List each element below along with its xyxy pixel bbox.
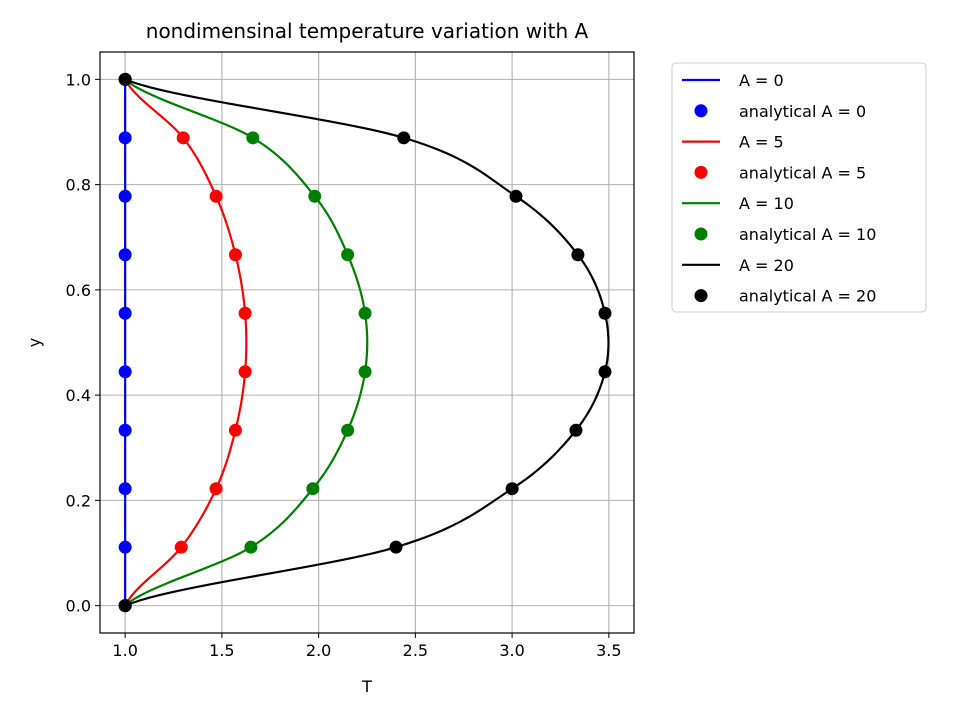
analytical-point-A10: [244, 540, 258, 554]
analytical-point-A10: [306, 482, 320, 496]
analytical-point-A5: [174, 540, 188, 554]
analytical-point-A20: [505, 482, 519, 496]
analytical-point-A5: [209, 482, 223, 496]
y-axis-ticks: 0.0 0.2 0.4 0.6 0.8 1.0: [66, 70, 100, 616]
legend-marker-swatch: [694, 165, 708, 179]
analytical-point-A10: [246, 131, 260, 145]
chart-title: nondimensinal temperature variation with…: [146, 19, 589, 43]
analytical-point-A5: [238, 365, 252, 379]
analytical-point-A5: [228, 248, 242, 262]
analytical-point-A0: [118, 482, 132, 496]
y-tick-label: 0.4: [66, 386, 91, 405]
analytical-point-A10: [308, 189, 322, 203]
legend-marker-swatch: [694, 104, 708, 118]
legend-line-label: A = 0: [739, 71, 784, 90]
analytical-point-A20: [118, 72, 132, 86]
analytical-point-A5: [238, 306, 252, 320]
x-axis-ticks: 1.0 1.5 2.0 2.5 3.0 3.5: [112, 633, 622, 660]
y-axis-label: y: [25, 338, 44, 347]
analytical-point-A20: [397, 131, 411, 145]
y-tick-label: 0.0: [66, 597, 91, 616]
analytical-point-A0: [118, 248, 132, 262]
analytical-point-A0: [118, 540, 132, 554]
analytical-point-A10: [358, 306, 372, 320]
analytical-point-A0: [118, 306, 132, 320]
analytical-point-A0: [118, 423, 132, 437]
legend-marker-swatch: [694, 289, 708, 303]
legend-marker-swatch: [694, 227, 708, 241]
x-tick-label: 2.5: [403, 641, 428, 660]
analytical-point-A20: [598, 306, 612, 320]
analytical-point-A20: [598, 365, 612, 379]
analytical-point-A10: [341, 423, 355, 437]
series-line-A20: [124, 78, 610, 607]
x-tick-label: 1.0: [112, 641, 137, 660]
analytical-point-A20: [389, 540, 403, 554]
legend-marker-label: analytical A = 0: [739, 102, 866, 121]
x-tick-label: 3.5: [596, 641, 621, 660]
x-axis-label: T: [361, 677, 372, 696]
analytical-point-A20: [571, 248, 585, 262]
legend-line-label: A = 20: [739, 256, 794, 275]
analytical-point-A5: [228, 423, 242, 437]
y-tick-label: 1.0: [66, 70, 91, 89]
analytical-point-A0: [118, 131, 132, 145]
x-tick-label: 3.0: [499, 641, 524, 660]
plot-frame: [99, 51, 635, 634]
series-line-A5: [124, 78, 248, 607]
y-tick-label: 0.2: [66, 491, 91, 510]
analytical-point-A5: [209, 189, 223, 203]
analytical-point-A0: [118, 365, 132, 379]
analytical-point-A0: [118, 189, 132, 203]
plot-series: [118, 72, 612, 613]
analytical-point-A10: [341, 248, 355, 262]
x-tick-label: 1.5: [209, 641, 234, 660]
legend-line-label: A = 10: [739, 194, 794, 213]
x-tick-label: 2.0: [306, 641, 331, 660]
legend-marker-label: analytical A = 5: [739, 163, 866, 182]
y-tick-label: 0.6: [66, 281, 91, 300]
legend-marker-label: analytical A = 20: [739, 287, 876, 306]
analytical-point-A20: [118, 599, 132, 613]
y-tick-label: 0.8: [66, 176, 91, 195]
analytical-point-A5: [176, 131, 190, 145]
analytical-point-A10: [358, 365, 372, 379]
series-line-A10: [124, 78, 369, 607]
analytical-point-A20: [509, 189, 523, 203]
legend-line-label: A = 5: [739, 133, 784, 152]
legend-box: [671, 62, 927, 313]
analytical-point-A20: [569, 423, 583, 437]
legend-marker-label: analytical A = 10: [739, 225, 876, 244]
legend: A = 0 analytical A = 0 A = 5 analytical A =…: [671, 62, 927, 313]
